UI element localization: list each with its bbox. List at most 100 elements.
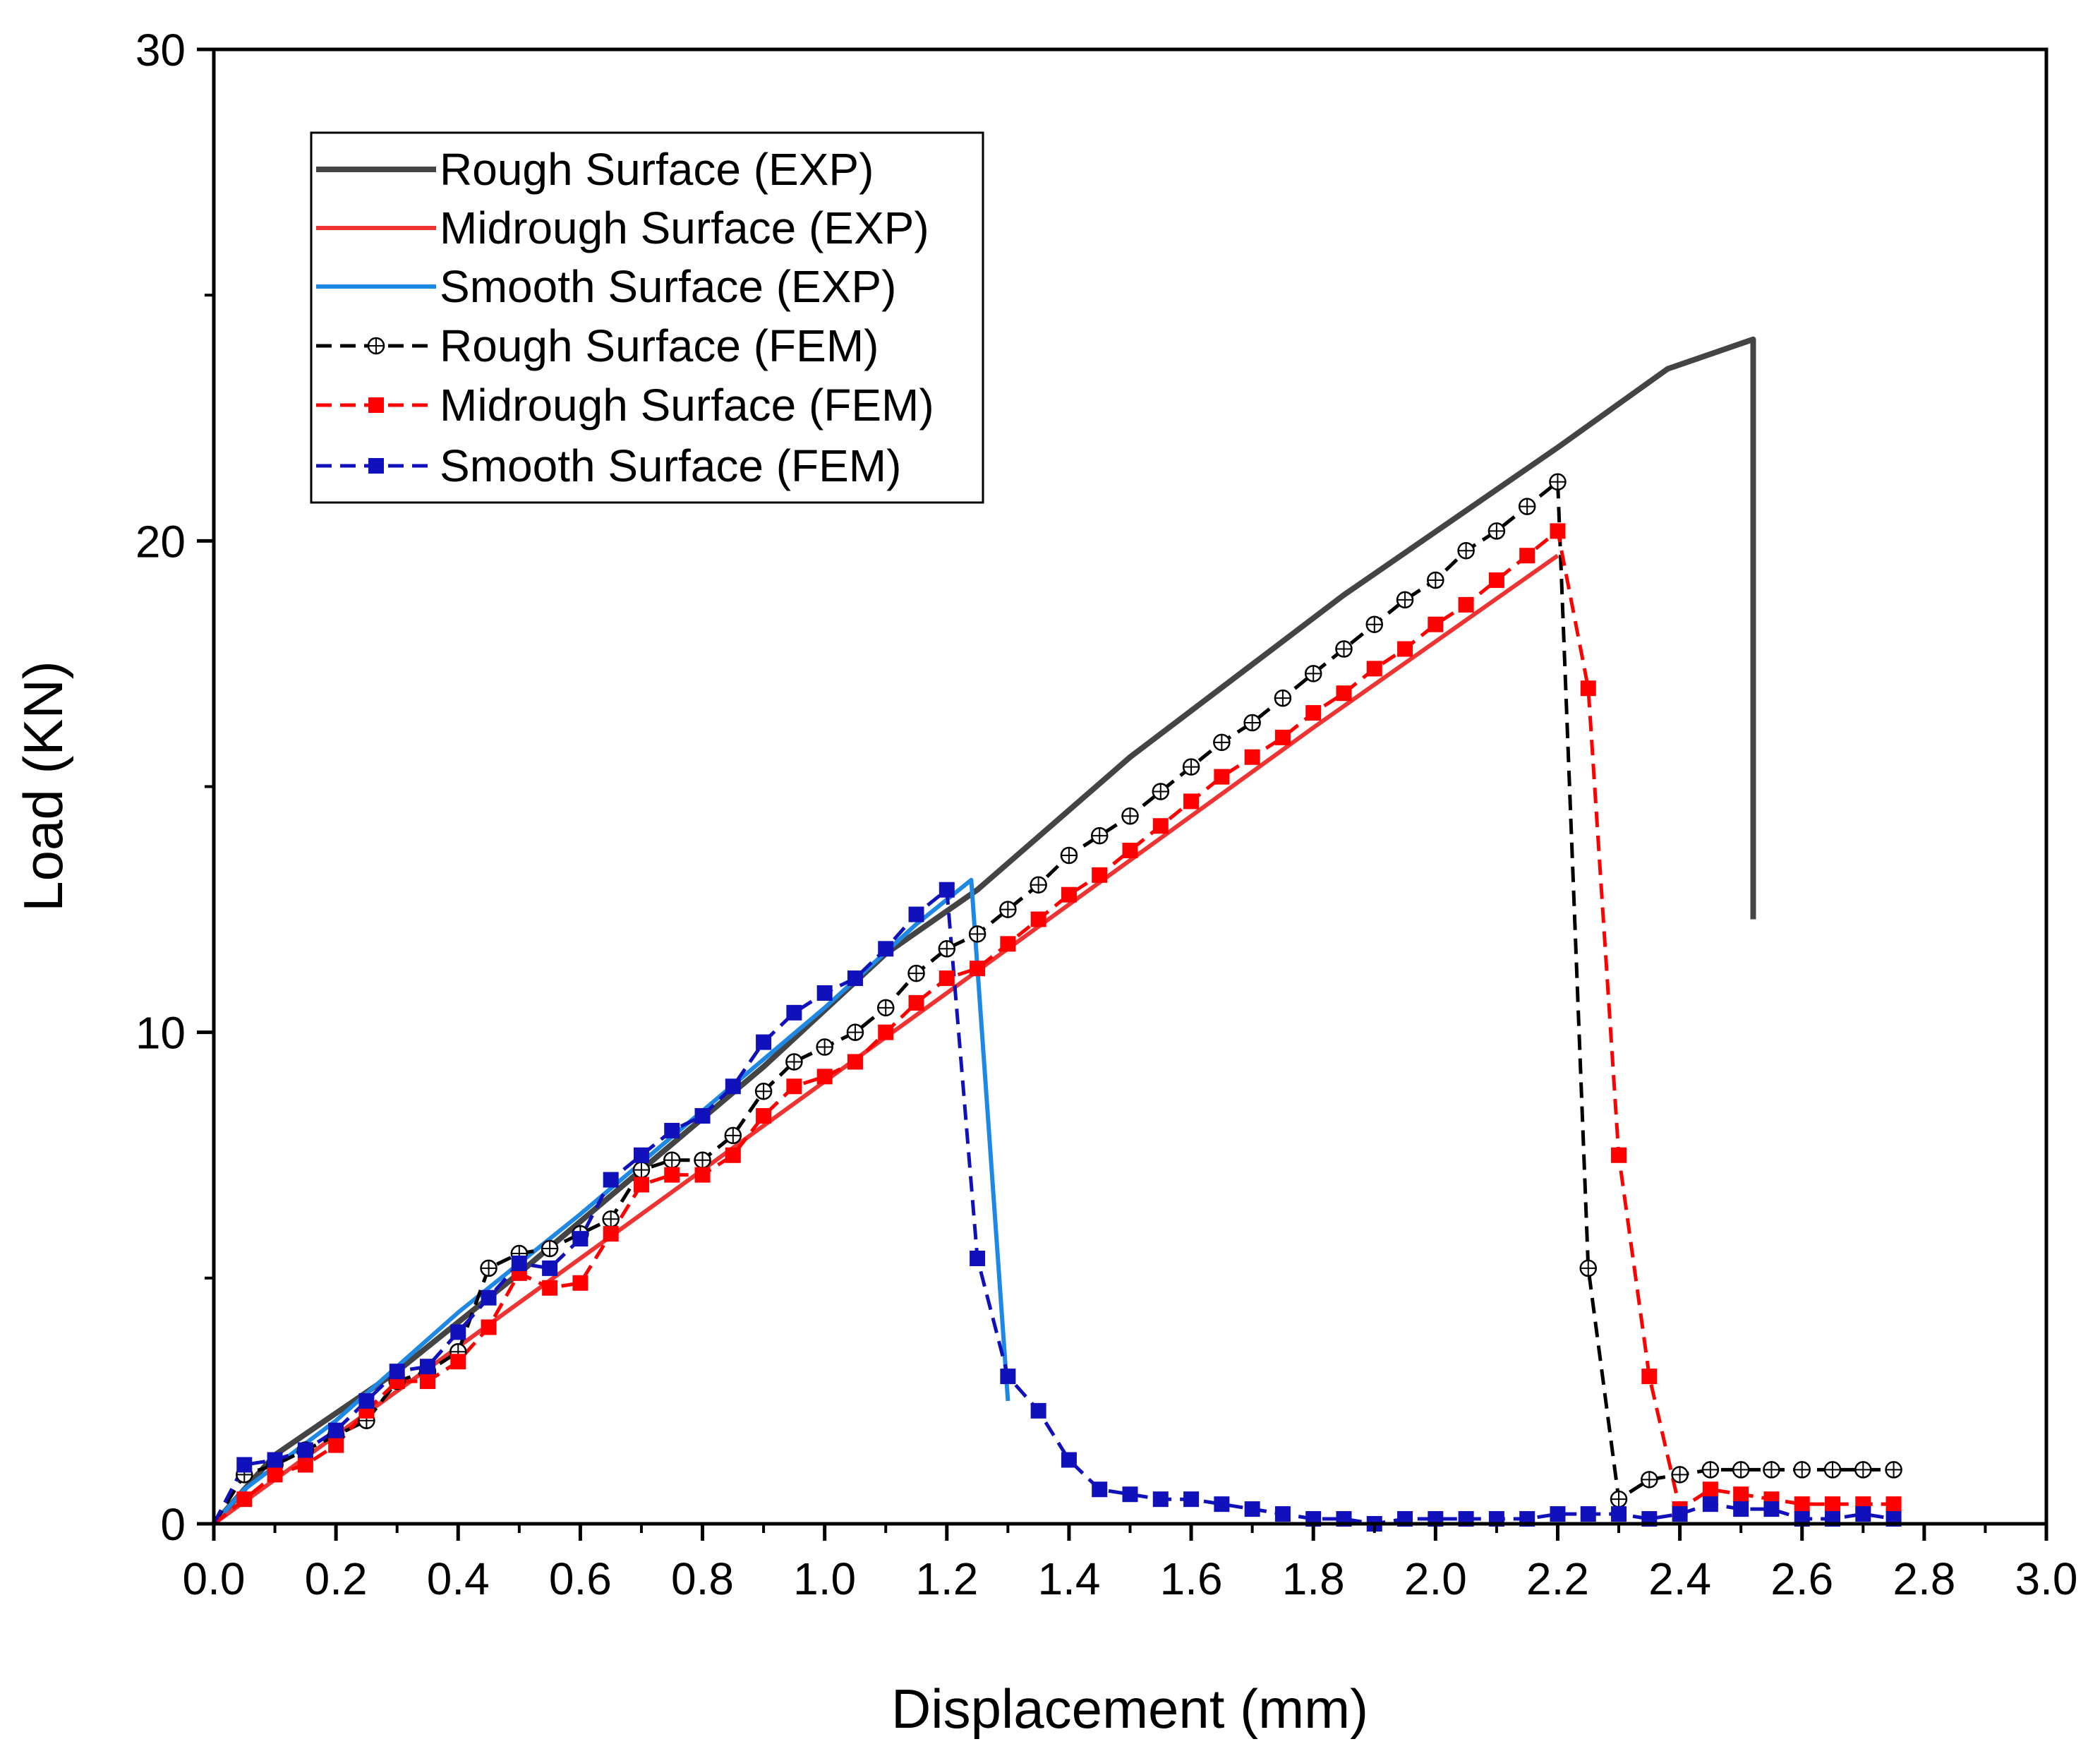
data-point bbox=[1550, 523, 1566, 539]
data-point bbox=[1549, 473, 1567, 491]
legend-label: Smooth Surface (FEM) bbox=[440, 440, 901, 491]
data-point bbox=[236, 1457, 253, 1473]
data-point bbox=[1641, 1471, 1658, 1489]
data-point bbox=[694, 1167, 711, 1183]
data-point bbox=[1030, 1402, 1046, 1419]
data-point bbox=[1671, 1466, 1689, 1484]
data-point bbox=[1763, 1461, 1780, 1479]
data-point bbox=[1122, 843, 1138, 859]
legend-label: Midrough Surface (FEM) bbox=[440, 380, 934, 431]
data-point bbox=[481, 1319, 497, 1335]
data-point bbox=[878, 941, 894, 957]
data-point bbox=[756, 1108, 772, 1124]
data-point bbox=[1121, 807, 1139, 825]
data-point bbox=[236, 1491, 253, 1508]
series-line-4 bbox=[212, 529, 1894, 1525]
series-line-0 bbox=[212, 336, 1756, 1526]
y-tick-label: 10 bbox=[135, 1008, 186, 1059]
data-point bbox=[328, 1422, 344, 1438]
data-point bbox=[754, 1082, 773, 1100]
data-point bbox=[328, 1437, 344, 1453]
data-point bbox=[368, 397, 384, 413]
legend-label: Rough Surface (FEM) bbox=[440, 320, 879, 371]
data-point bbox=[633, 1177, 649, 1193]
data-point bbox=[1732, 1461, 1750, 1479]
data-point bbox=[1855, 1506, 1871, 1522]
data-point bbox=[1336, 685, 1352, 702]
data-point bbox=[1763, 1501, 1780, 1517]
data-point bbox=[368, 458, 384, 474]
x-axis-ticks: 0.0 0.2 0.4 0.6 0.8 1.0 1.2 1.4 1.6 1.8 2.0 2.2 2.4 2… bbox=[183, 1524, 2077, 1604]
data-point bbox=[1030, 876, 1047, 894]
x-tick-label: 1.6 bbox=[1160, 1553, 1223, 1604]
data-point bbox=[267, 1452, 283, 1468]
data-point bbox=[419, 1373, 435, 1390]
data-point bbox=[1702, 1496, 1718, 1513]
data-point bbox=[1274, 689, 1292, 707]
data-point bbox=[602, 1210, 620, 1228]
data-point bbox=[1366, 661, 1382, 677]
x-tick-label: 2.4 bbox=[1648, 1553, 1711, 1604]
data-point bbox=[1243, 714, 1261, 732]
data-point bbox=[939, 970, 955, 987]
y-axis-title: Load (KN) bbox=[12, 661, 74, 912]
data-point bbox=[1550, 1506, 1566, 1522]
data-point bbox=[367, 337, 385, 355]
data-point bbox=[1244, 1501, 1260, 1517]
x-tick-label: 2.6 bbox=[1770, 1553, 1833, 1604]
data-point bbox=[1579, 1259, 1597, 1277]
data-point bbox=[999, 901, 1017, 918]
data-point bbox=[1090, 826, 1109, 845]
data-point bbox=[1122, 1486, 1138, 1503]
data-point bbox=[786, 1004, 802, 1021]
legend: Rough Surface (EXP) Midrough Surface (EXP… bbox=[310, 131, 984, 504]
x-tick-label: 1.2 bbox=[915, 1553, 978, 1604]
data-point bbox=[481, 1289, 497, 1306]
data-point bbox=[1335, 640, 1353, 658]
data-point bbox=[1152, 783, 1170, 800]
data-point bbox=[1244, 749, 1260, 765]
data-point bbox=[878, 1024, 894, 1040]
data-point bbox=[603, 1172, 619, 1188]
data-point bbox=[1214, 1496, 1230, 1513]
data-point bbox=[1427, 571, 1444, 589]
data-point bbox=[847, 970, 863, 987]
data-point bbox=[1823, 1461, 1842, 1479]
data-point bbox=[1733, 1501, 1749, 1517]
y-tick-label: 0 bbox=[160, 1499, 186, 1550]
data-point bbox=[908, 994, 924, 1011]
x-tick-label: 0.6 bbox=[549, 1553, 612, 1604]
data-point bbox=[572, 1231, 589, 1247]
data-point bbox=[1030, 911, 1046, 927]
data-point bbox=[450, 1324, 466, 1340]
data-point bbox=[664, 1167, 680, 1183]
data-point bbox=[1152, 818, 1169, 834]
data-point bbox=[908, 906, 924, 922]
y-axis-ticks: 0 10 20 30 bbox=[135, 25, 214, 1550]
data-point bbox=[1274, 1506, 1291, 1522]
x-tick-label: 0.4 bbox=[427, 1553, 490, 1604]
data-point bbox=[1365, 615, 1384, 633]
x-tick-label: 1.4 bbox=[1037, 1553, 1100, 1604]
data-point bbox=[541, 1239, 559, 1258]
x-axis-title: Displacement (mm) bbox=[891, 1678, 1368, 1740]
x-tick-label: 1.0 bbox=[793, 1553, 856, 1604]
data-point bbox=[785, 1053, 803, 1071]
data-point bbox=[1519, 548, 1535, 564]
data-point bbox=[1457, 542, 1475, 560]
data-point bbox=[450, 1354, 466, 1370]
data-point bbox=[1793, 1461, 1811, 1479]
legend-label: Rough Surface (EXP) bbox=[440, 144, 874, 195]
data-point bbox=[1304, 665, 1322, 682]
data-point bbox=[846, 1023, 864, 1041]
data-point bbox=[1397, 641, 1413, 657]
data-point bbox=[1885, 1461, 1902, 1479]
plot-markers bbox=[236, 473, 1902, 1532]
data-point bbox=[1183, 793, 1200, 810]
data-point bbox=[389, 1364, 405, 1380]
data-point bbox=[1610, 1490, 1628, 1508]
legend-label: Smooth Surface (EXP) bbox=[440, 261, 896, 312]
data-point bbox=[1854, 1461, 1872, 1479]
data-point bbox=[847, 1054, 863, 1070]
